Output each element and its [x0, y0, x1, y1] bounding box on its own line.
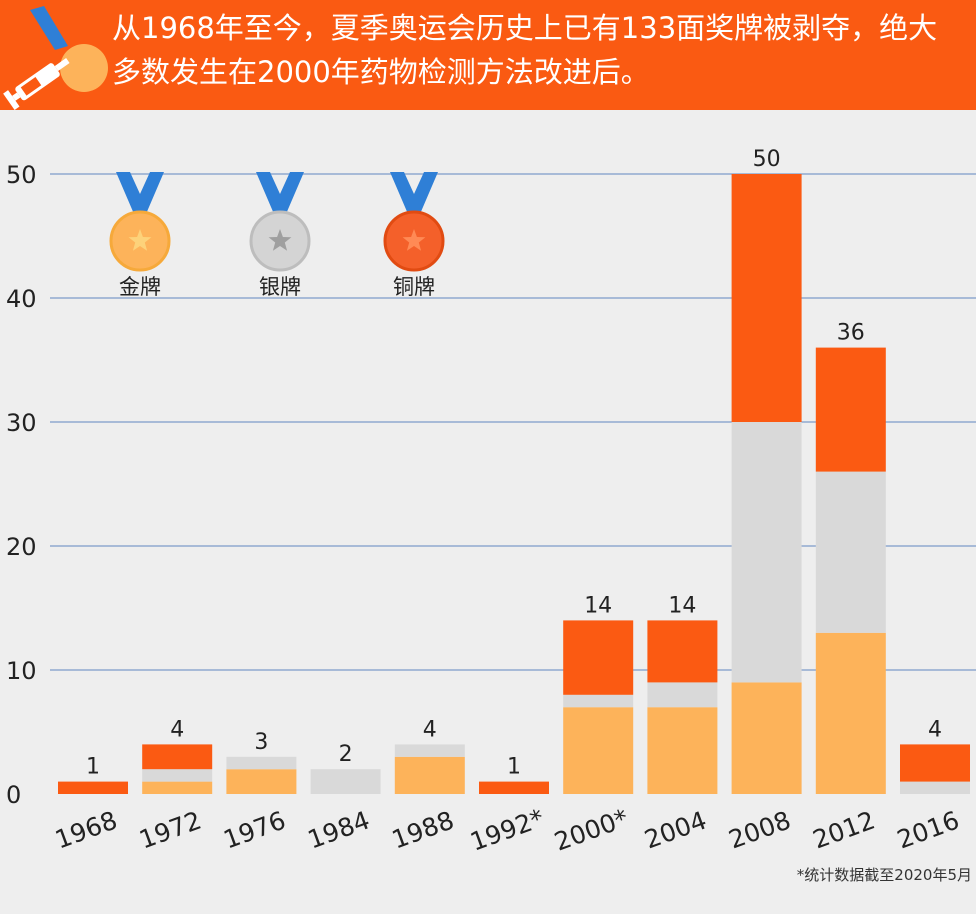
bronze-segment [58, 781, 128, 794]
bar-total-label: 36 [837, 321, 865, 346]
y-tick-label: 30 [6, 409, 37, 437]
gold-segment [394, 756, 465, 794]
bar-total-label: 3 [254, 730, 268, 755]
silver-medal-icon [249, 172, 311, 272]
x-tick-label: 1968 [51, 806, 121, 855]
bar-total-label: 14 [668, 593, 696, 618]
footnote: *统计数据截至2020年5月 [797, 866, 972, 884]
bar-total-label: 4 [423, 717, 437, 742]
stacked-bar-chart: 0 10 20 30 40 50 1 1968 4 1972 3 1976 2 1984 4 1988 1 199… [6, 147, 976, 884]
bronze-segment [647, 620, 718, 683]
bronze-medal-icon [383, 172, 445, 272]
silver-segment [647, 682, 718, 708]
medal-syringe-icon [3, 6, 108, 110]
legend-label: 银牌 [259, 275, 301, 299]
x-tick-label: 2012 [809, 806, 879, 855]
y-tick-label: 40 [6, 285, 37, 313]
bar-total-label: 14 [584, 593, 612, 618]
bar-total-label: 2 [339, 742, 353, 767]
gold-segment [563, 707, 634, 794]
silver-segment [563, 694, 634, 708]
silver-segment [394, 744, 465, 757]
bronze-segment [731, 174, 802, 422]
bar-total-label: 4 [928, 717, 942, 742]
y-tick-label: 0 [6, 781, 21, 809]
gold-segment [647, 707, 718, 794]
bronze-segment [142, 744, 213, 770]
bar-total-label: 1 [86, 755, 100, 780]
silver-segment [731, 422, 802, 683]
bar-total-label: 4 [170, 717, 184, 742]
header-title: 从1968年至今，夏季奥运会历史上已有133面奖牌被剥夺，绝大 多数发生在200… [112, 6, 972, 94]
bronze-segment [563, 620, 634, 695]
chart-area: 0 10 20 30 40 50 1 1968 4 1972 3 1976 2 1984 4 1988 1 199… [0, 110, 976, 910]
gold-segment [731, 682, 802, 794]
header-title-line2: 多数发生在2000年药物检测方法改进后。 [112, 55, 650, 89]
x-tick-label: 2016 [893, 806, 963, 855]
silver-segment [310, 769, 381, 794]
medal-star [268, 229, 292, 251]
x-tick-label: 1992* [466, 803, 547, 856]
medal-ribbon [390, 172, 438, 214]
bar-total-label: 1 [507, 755, 521, 780]
y-tick-label: 50 [6, 161, 37, 189]
gold-segment [226, 769, 297, 794]
y-tick-label: 20 [6, 533, 37, 561]
x-tick-label: 2000* [551, 803, 632, 856]
gold-medal-icon [109, 172, 171, 272]
silver-segment [900, 781, 970, 794]
silver-segment [226, 756, 297, 770]
bronze-segment [479, 781, 549, 794]
x-tick-label: 1984 [304, 806, 374, 855]
x-tick-label: 1972 [135, 806, 205, 855]
x-tick-label: 2004 [641, 806, 711, 855]
y-tick-label: 10 [6, 657, 37, 685]
medal-star [128, 229, 152, 251]
bar-total-label: 50 [753, 147, 781, 172]
legend-label: 金牌 [119, 275, 161, 299]
legend-label: 铜牌 [393, 275, 435, 299]
header-title-line1: 从1968年至今，夏季奥运会历史上已有133面奖牌被剥夺，绝大 [112, 11, 938, 45]
silver-segment [142, 769, 213, 782]
gold-segment [142, 781, 213, 794]
header-banner: 从1968年至今，夏季奥运会历史上已有133面奖牌被剥夺，绝大 多数发生在200… [0, 0, 976, 110]
x-tick-label: 1976 [220, 806, 290, 855]
bronze-segment [900, 744, 970, 782]
bronze-segment [815, 347, 886, 472]
medal-star [402, 229, 426, 251]
x-tick-label: 2008 [725, 806, 795, 855]
gold-segment [815, 632, 886, 794]
silver-segment [815, 471, 886, 633]
medal-ribbon [116, 172, 164, 214]
legend: 金牌 银牌 铜牌 [109, 172, 445, 299]
x-tick-label: 1988 [388, 806, 458, 855]
medal-ribbon [256, 172, 304, 214]
